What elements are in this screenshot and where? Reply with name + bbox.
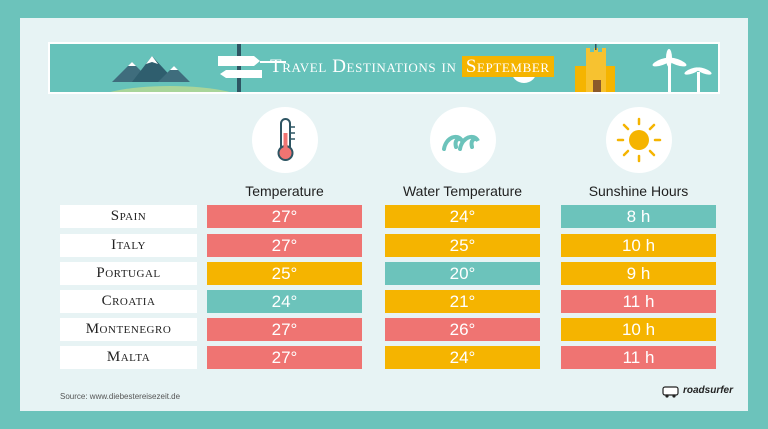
- water-temperature-cell: 25°: [385, 234, 540, 257]
- thermometer-icon: [277, 118, 295, 161]
- temperature-cell: 27°: [207, 318, 362, 341]
- header-banner: [48, 42, 720, 94]
- temperature-cell: 25°: [207, 262, 362, 285]
- country-label: Italy: [60, 234, 197, 257]
- source-credit: Source: www.diebestereisezeit.de: [60, 392, 181, 401]
- camper-van-icon: [662, 386, 679, 398]
- temperature-cell: 27°: [207, 346, 362, 369]
- water-temperature-cell: 24°: [385, 205, 540, 228]
- sunshine-hours-cell: 10 h: [561, 234, 716, 257]
- sun-icon: [616, 117, 662, 163]
- column-header-temperature: Temperature: [245, 183, 324, 199]
- country-label: Croatia: [60, 290, 197, 313]
- sunshine-hours-cell: 10 h: [561, 318, 716, 341]
- water-temperature-cell: 24°: [385, 346, 540, 369]
- sunshine-hours-cell: 11 h: [561, 346, 716, 369]
- country-label: Malta: [60, 346, 197, 369]
- waves-icon-circle: [430, 107, 496, 173]
- country-label: Montenegro: [60, 318, 197, 341]
- water-temperature-cell: 21°: [385, 290, 540, 313]
- title-highlight: September: [461, 56, 554, 77]
- palm-trees-icon: [652, 49, 712, 92]
- hill-shape: [110, 86, 230, 92]
- sunshine-hours-cell: 11 h: [561, 290, 716, 313]
- thermometer-icon-circle: [252, 107, 318, 173]
- water-temperature-cell: 26°: [385, 318, 540, 341]
- temperature-cell: 24°: [207, 290, 362, 313]
- page-title: Travel Destinations in September: [270, 56, 554, 78]
- temperature-cell: 27°: [207, 205, 362, 228]
- column-header-sunshine-hours: Sunshine Hours: [588, 183, 689, 199]
- sun-icon-circle: [606, 107, 672, 173]
- water-temperature-cell: 20°: [385, 262, 540, 285]
- sunshine-hours-cell: 9 h: [561, 262, 716, 285]
- column-header-water-temperature: Water Temperature: [402, 183, 523, 199]
- sandcastle-icon: [575, 44, 615, 92]
- temperature-cell: 27°: [207, 234, 362, 257]
- signpost-icon: [218, 44, 286, 92]
- country-label: Spain: [60, 205, 197, 228]
- sunshine-hours-cell: 8 h: [561, 205, 716, 228]
- waves-icon: [442, 134, 480, 151]
- country-label: Portugal: [60, 262, 197, 285]
- brand-logo-text: roadsurfer: [683, 385, 734, 396]
- title-prefix: Travel Destinations in: [270, 56, 457, 77]
- mountains-icon: [112, 56, 190, 82]
